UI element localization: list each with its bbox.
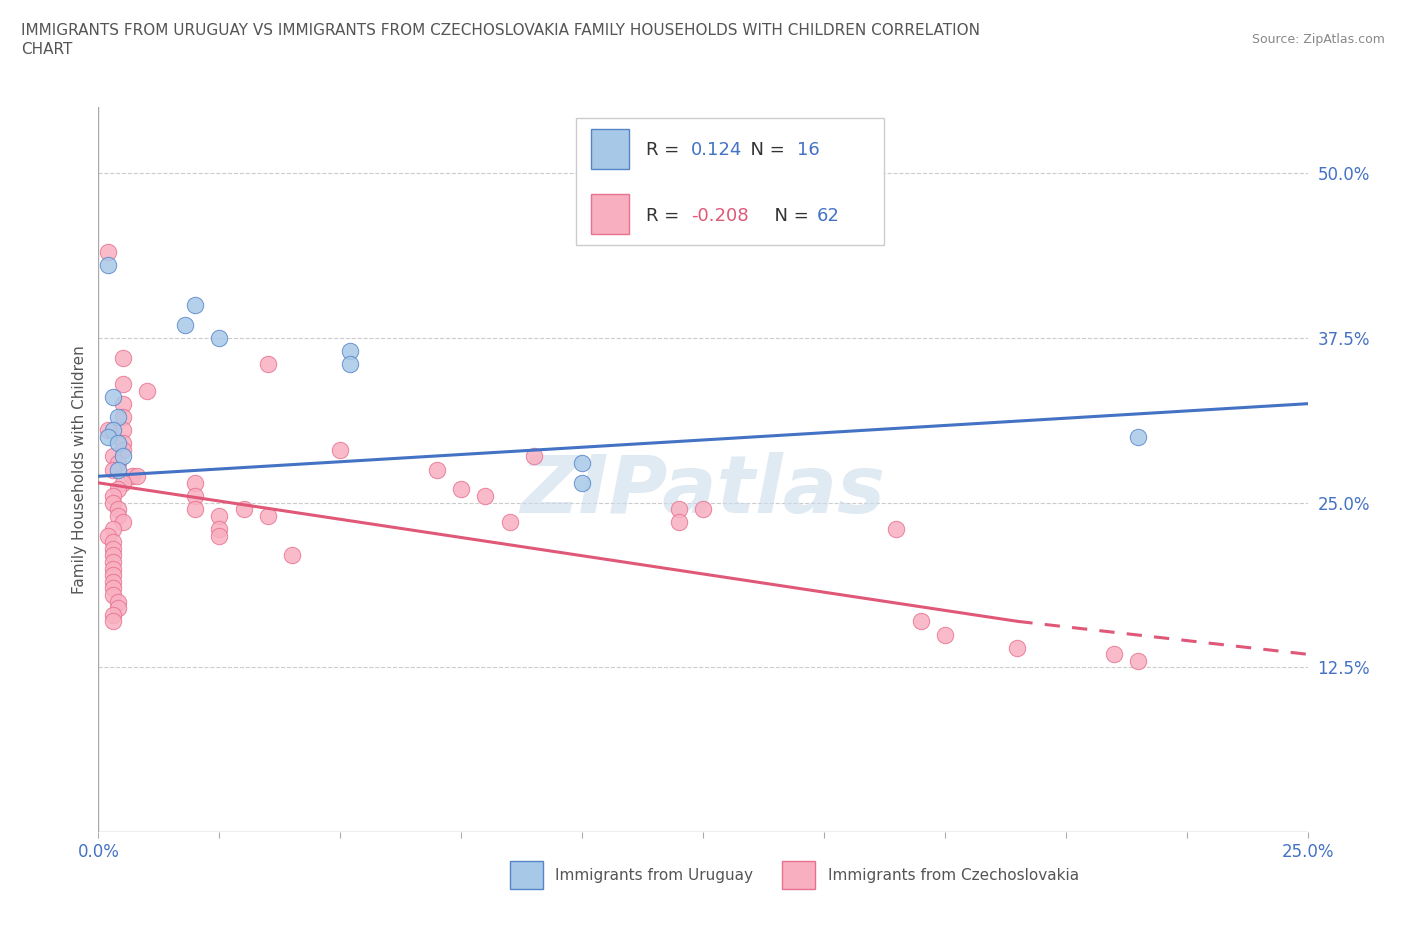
Point xyxy=(281,548,304,563)
Text: CHART: CHART xyxy=(21,42,73,57)
FancyBboxPatch shape xyxy=(591,128,630,168)
Point xyxy=(101,449,124,464)
Point xyxy=(101,548,124,563)
Point xyxy=(101,561,124,576)
Point xyxy=(107,456,129,471)
Point xyxy=(571,475,593,490)
Point xyxy=(339,357,361,372)
Text: Source: ZipAtlas.com: Source: ZipAtlas.com xyxy=(1251,33,1385,46)
Point xyxy=(111,409,134,424)
FancyBboxPatch shape xyxy=(782,861,815,889)
Point xyxy=(184,475,207,490)
Point xyxy=(571,456,593,471)
Point xyxy=(101,488,124,503)
Text: 0.124: 0.124 xyxy=(690,141,742,159)
Point xyxy=(886,522,908,537)
Point xyxy=(208,522,231,537)
Point xyxy=(1007,640,1029,655)
FancyBboxPatch shape xyxy=(509,861,543,889)
Point xyxy=(107,482,129,497)
Point xyxy=(97,528,120,543)
Point xyxy=(111,475,134,490)
Point xyxy=(101,535,124,550)
Point xyxy=(107,462,129,477)
Point xyxy=(111,350,134,365)
Point xyxy=(101,390,124,405)
Point xyxy=(692,502,714,517)
Text: R =: R = xyxy=(647,141,685,159)
Point xyxy=(208,528,231,543)
Text: IMMIGRANTS FROM URUGUAY VS IMMIGRANTS FROM CZECHOSLOVAKIA FAMILY HOUSEHOLDS WITH: IMMIGRANTS FROM URUGUAY VS IMMIGRANTS FR… xyxy=(21,23,980,38)
Point xyxy=(107,601,129,616)
Point xyxy=(1128,654,1150,669)
Point xyxy=(111,396,134,411)
Point xyxy=(121,469,143,484)
Point xyxy=(208,509,231,524)
Point xyxy=(101,567,124,582)
Text: N =: N = xyxy=(763,206,815,225)
Point xyxy=(668,502,690,517)
Point xyxy=(111,449,134,464)
Text: Immigrants from Czechoslovakia: Immigrants from Czechoslovakia xyxy=(828,869,1078,883)
Point xyxy=(101,607,124,622)
Point xyxy=(107,409,129,424)
Text: Immigrants from Uruguay: Immigrants from Uruguay xyxy=(555,869,754,883)
FancyBboxPatch shape xyxy=(591,194,630,234)
Point xyxy=(174,317,197,332)
Point xyxy=(101,495,124,510)
FancyBboxPatch shape xyxy=(576,118,884,245)
Point xyxy=(498,515,520,530)
Point xyxy=(111,443,134,458)
Text: R =: R = xyxy=(647,206,685,225)
Point xyxy=(135,383,157,398)
Point xyxy=(111,436,134,451)
Point xyxy=(97,430,120,445)
Point xyxy=(101,581,124,596)
Point xyxy=(184,298,207,312)
Point xyxy=(339,343,361,358)
Point xyxy=(208,330,231,345)
Point xyxy=(256,357,278,372)
Point xyxy=(97,422,120,437)
Text: 62: 62 xyxy=(817,206,839,225)
Point xyxy=(107,509,129,524)
Point xyxy=(101,541,124,556)
Point xyxy=(523,449,546,464)
Point xyxy=(1128,430,1150,445)
Point xyxy=(127,469,149,484)
Point xyxy=(101,575,124,590)
Point xyxy=(101,422,124,437)
Point xyxy=(101,614,124,629)
Text: N =: N = xyxy=(740,141,790,159)
Point xyxy=(101,554,124,569)
Point xyxy=(184,488,207,503)
Point xyxy=(107,594,129,609)
Point xyxy=(329,443,352,458)
Text: 16: 16 xyxy=(797,141,820,159)
Point xyxy=(111,377,134,392)
Text: -0.208: -0.208 xyxy=(690,206,748,225)
Point xyxy=(668,515,690,530)
Point xyxy=(101,522,124,537)
Y-axis label: Family Households with Children: Family Households with Children xyxy=(72,345,87,594)
Point xyxy=(256,509,278,524)
Point xyxy=(1102,647,1125,662)
Point xyxy=(474,488,496,503)
Point xyxy=(111,515,134,530)
Point xyxy=(450,482,472,497)
Point xyxy=(107,502,129,517)
Point xyxy=(426,462,449,477)
Point xyxy=(910,614,932,629)
Point xyxy=(101,588,124,603)
Point xyxy=(97,258,120,272)
Point xyxy=(934,627,956,642)
Point xyxy=(111,422,134,437)
Point xyxy=(184,502,207,517)
Point xyxy=(101,462,124,477)
Point xyxy=(232,502,254,517)
Point xyxy=(107,436,129,451)
Point xyxy=(97,245,120,259)
Text: ZIPatlas: ZIPatlas xyxy=(520,452,886,530)
